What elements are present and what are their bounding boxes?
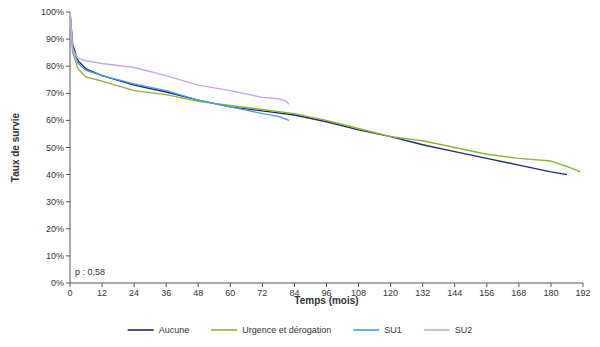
y-tick-label: 50% xyxy=(46,143,64,153)
x-tick xyxy=(454,283,455,287)
x-tick-label: 156 xyxy=(479,288,494,298)
survival-line xyxy=(70,12,567,175)
legend-item: Aucune xyxy=(128,325,190,335)
x-tick-label: 72 xyxy=(257,288,267,298)
x-tick xyxy=(102,283,103,287)
y-tick-label: 60% xyxy=(46,115,64,125)
legend-item: SU2 xyxy=(424,325,473,335)
x-tick-label: 120 xyxy=(383,288,398,298)
legend-label: SU2 xyxy=(455,325,473,335)
x-tick xyxy=(583,283,584,287)
x-tick xyxy=(230,283,231,287)
survival-line xyxy=(70,12,289,104)
y-tick xyxy=(66,120,70,121)
plot-area xyxy=(70,12,580,175)
x-tick xyxy=(166,283,167,287)
x-tick xyxy=(294,283,295,287)
legend-swatch xyxy=(128,329,154,331)
x-tick xyxy=(358,283,359,287)
y-tick xyxy=(66,93,70,94)
x-tick-label: 48 xyxy=(193,288,203,298)
y-tick-label: 80% xyxy=(46,61,64,71)
y-tick xyxy=(66,147,70,148)
y-tick xyxy=(66,174,70,175)
x-tick-label: 132 xyxy=(415,288,430,298)
y-tick xyxy=(66,39,70,40)
x-tick xyxy=(134,283,135,287)
y-tick-label: 90% xyxy=(46,34,64,44)
x-tick xyxy=(326,283,327,287)
x-tick xyxy=(262,283,263,287)
survival-line xyxy=(70,12,580,172)
y-tick xyxy=(66,66,70,67)
legend-item: Urgence et dérogation xyxy=(211,325,331,335)
x-tick-label: 36 xyxy=(161,288,171,298)
legend-swatch xyxy=(424,329,450,331)
x-tick xyxy=(550,283,551,287)
legend-swatch xyxy=(211,329,237,331)
x-tick-label: 60 xyxy=(225,288,235,298)
annotation: p : 0,58 xyxy=(75,267,105,277)
x-tick-label: 168 xyxy=(511,288,526,298)
y-tick-label: 100% xyxy=(41,7,64,17)
legend-swatch xyxy=(353,329,379,331)
y-tick xyxy=(66,283,70,284)
x-tick xyxy=(70,283,71,287)
y-tick xyxy=(66,255,70,256)
legend-label: Aucune xyxy=(159,325,190,335)
x-tick-label: 0 xyxy=(67,288,72,298)
y-tick-label: 20% xyxy=(46,224,64,234)
y-tick xyxy=(66,201,70,202)
y-tick-label: 70% xyxy=(46,88,64,98)
x-tick xyxy=(486,283,487,287)
chart: 0% 10% 20% 30% 40% 50% 60% 70% 80% 90% 100% 0 12 24 36… xyxy=(0,0,600,347)
y-tick-label: 40% xyxy=(46,170,64,180)
x-tick xyxy=(198,283,199,287)
x-tick-label: 144 xyxy=(447,288,462,298)
legend-label: Urgence et dérogation xyxy=(242,325,331,335)
x-tick-label: 192 xyxy=(575,288,590,298)
y-tick-label: 10% xyxy=(46,251,64,261)
x-tick xyxy=(390,283,391,287)
y-axis-title: Taux de survie xyxy=(10,112,21,182)
legend-item: SU1 xyxy=(353,325,402,335)
y-tick xyxy=(66,12,70,13)
y-tick-label: 0% xyxy=(51,278,64,288)
x-tick-label: 12 xyxy=(97,288,107,298)
legend: Aucune Urgence et dérogation SU1 SU2 xyxy=(128,325,473,335)
y-tick-label: 30% xyxy=(46,197,64,207)
legend-label: SU1 xyxy=(384,325,402,335)
y-tick xyxy=(66,228,70,229)
x-tick-label: 180 xyxy=(543,288,558,298)
x-axis-title: Temps (mois) xyxy=(294,295,358,306)
x-tick-label: 24 xyxy=(129,288,139,298)
x-tick xyxy=(422,283,423,287)
x-tick xyxy=(518,283,519,287)
survival-line xyxy=(70,12,289,120)
